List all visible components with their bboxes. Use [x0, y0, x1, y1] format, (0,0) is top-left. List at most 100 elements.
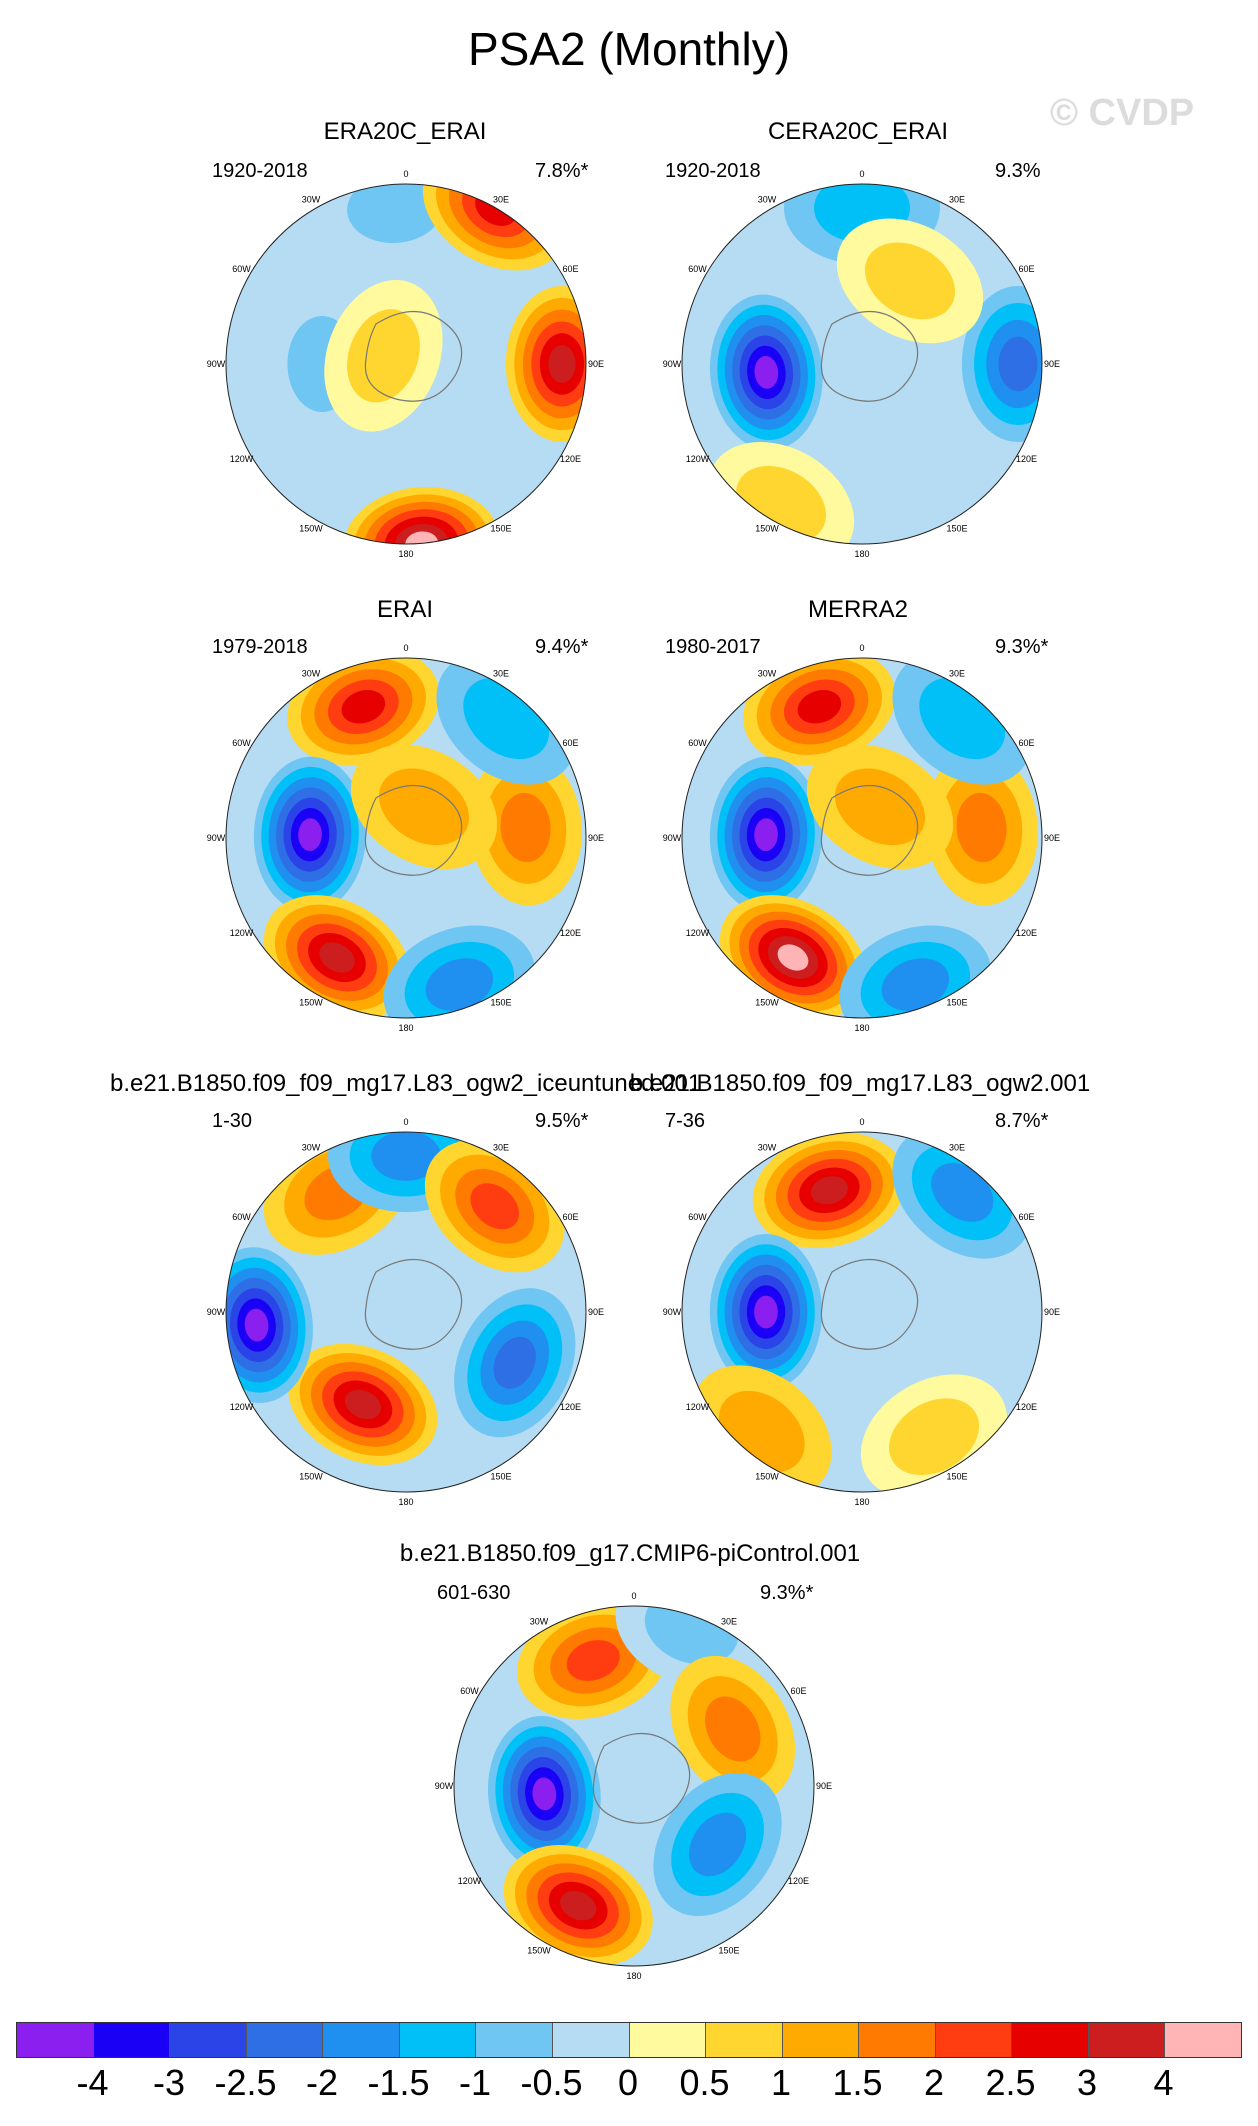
- antarctica-outline: [820, 311, 919, 402]
- polar-map-0: 0 30E 60E 90E 120E 150E 180 150W 120W 90W 60W 30W: [207, 168, 604, 560]
- panel-period-0: 1920-2018: [212, 160, 308, 182]
- anomaly-contour: [998, 336, 1038, 392]
- longitude-label: 60E: [563, 264, 579, 274]
- colorbar-swatch: [859, 2023, 936, 2057]
- anomaly-contour: [754, 1295, 778, 1329]
- longitude-label: 90E: [588, 1307, 604, 1317]
- colorbar-swatch: [1012, 2023, 1089, 2057]
- colorbar-swatch: [476, 2023, 553, 2057]
- anomaly-contour: [347, 184, 444, 244]
- antarctica-outline: [364, 1259, 463, 1350]
- longitude-label: 120W: [230, 1402, 254, 1412]
- longitude-label: 120W: [230, 928, 254, 938]
- longitude-label: 150W: [527, 1946, 551, 1956]
- longitude-label: 60E: [1019, 264, 1035, 274]
- colorbar-tick-label: 1.5: [832, 2062, 883, 2103]
- longitude-label: 150W: [755, 524, 779, 534]
- anomaly-contour: [777, 944, 809, 971]
- longitude-label: 90E: [1044, 1307, 1060, 1317]
- antarctica-outline: [364, 311, 463, 402]
- cvdp-watermark: © CVDP: [1050, 92, 1195, 134]
- polar-map-5: 0 30E 60E 90E 120E 150E 180 150W 120W 90W 60W 30W: [663, 1116, 1060, 1508]
- antarctica-outline: [364, 785, 463, 876]
- panel-period-6: 601-630: [437, 1582, 511, 1604]
- polar-map-2: 0 30E 60E 90E 120E 150E 180 150W 120W 90W 60W 30W: [207, 642, 604, 1034]
- longitude-label: 0: [403, 169, 408, 179]
- anomaly-contour: [532, 1777, 557, 1811]
- longitude-label: 90E: [1044, 833, 1060, 843]
- longitude-label: 150E: [946, 524, 967, 534]
- longitude-label: 150W: [755, 1472, 779, 1482]
- longitude-label: 180: [854, 1023, 869, 1033]
- longitude-label: 150W: [299, 1472, 323, 1482]
- colorbar-swatch: [782, 2023, 860, 2057]
- panel-period-3: 1980-2017: [665, 636, 761, 658]
- longitude-label: 60W: [232, 738, 251, 748]
- anomaly-contour: [344, 1389, 381, 1420]
- polar-map-6: 0 30E 60E 90E 120E 150E 180 150W 120W 90W 60W 30W: [435, 1590, 832, 1982]
- longitude-label: 120W: [686, 928, 710, 938]
- antarctica-outline: [592, 1733, 691, 1824]
- longitude-label: 0: [631, 1591, 636, 1601]
- longitude-label: 150E: [946, 1472, 967, 1482]
- longitude-label: 30W: [302, 668, 321, 678]
- colorbar-tick-label: -2: [305, 2062, 339, 2103]
- panel-variance-2: 9.4%*: [535, 636, 589, 658]
- longitude-label: 90E: [588, 833, 604, 843]
- anomaly-contour: [566, 1640, 620, 1681]
- longitude-label: 180: [398, 549, 413, 559]
- anomaly-contour: [244, 1308, 269, 1342]
- panel-title-6: b.e21.B1850.f09_g17.CMIP6-piControl.001: [399, 1540, 861, 1567]
- colorbar-tick-label: -2.5: [214, 2062, 277, 2103]
- anomaly-contour: [931, 1163, 994, 1222]
- anomaly-contour: [705, 1696, 761, 1762]
- colorbar: [16, 2022, 1242, 2058]
- anomaly-contour: [548, 345, 576, 383]
- longitude-label: 90W: [207, 359, 226, 369]
- figure-title: PSA2 (Monthly): [467, 23, 791, 75]
- longitude-label: 0: [859, 169, 864, 179]
- longitude-label: 150W: [755, 998, 779, 1008]
- longitude-label: 60E: [563, 738, 579, 748]
- anomaly-contour: [888, 1398, 980, 1476]
- colorbar-tick-label: 2.5: [985, 2062, 1036, 2103]
- longitude-label: 30W: [302, 1142, 321, 1152]
- anomaly-contour: [881, 958, 950, 1011]
- longitude-label: 30E: [493, 668, 509, 678]
- longitude-label: 60E: [1019, 1212, 1035, 1222]
- colorbar-tick-label: 0.5: [679, 2062, 730, 2103]
- panel-title-0: ERA20C_ERAI: [323, 118, 487, 145]
- longitude-label: 90W: [663, 1307, 682, 1317]
- longitude-label: 90W: [207, 833, 226, 843]
- longitude-label: 30W: [758, 668, 777, 678]
- anomaly-contour: [425, 958, 494, 1011]
- colorbar-tick-label: 0: [617, 2062, 639, 2103]
- anomaly-contour: [956, 792, 1007, 863]
- panel-title-5: b.e21.B1850.f09_f09_mg17.L83_ogw2.001: [629, 1070, 1091, 1097]
- colorbar-tick-label: -4: [76, 2062, 109, 2103]
- longitude-label: 150E: [490, 1472, 511, 1482]
- polar-map-4: 0 30E 60E 90E 120E 150E 180 150W 120W 90W 60W 30W: [207, 1116, 604, 1508]
- colorbar-tick-label: -3: [152, 2062, 186, 2103]
- longitude-label: 150W: [299, 998, 323, 1008]
- anomaly-contour: [298, 818, 322, 852]
- anomaly-contour: [810, 1176, 848, 1205]
- anomaly-contour: [864, 242, 956, 320]
- map-border: [225, 183, 587, 545]
- colorbar-tick-label: -1.5: [367, 2062, 430, 2103]
- longitude-label: 60E: [563, 1212, 579, 1222]
- colorbar-swatch: [1165, 2023, 1241, 2057]
- map-border: [681, 1131, 1043, 1493]
- longitude-label: 30W: [302, 194, 321, 204]
- colorbar-tick-label: 3: [1076, 2062, 1098, 2103]
- colorbar-swatch: [629, 2023, 707, 2057]
- longitude-label: 150E: [490, 998, 511, 1008]
- longitude-label: 90W: [663, 359, 682, 369]
- colorbar-swatch: [552, 2023, 630, 2057]
- panel-variance-0: 7.8%*: [535, 160, 589, 182]
- colorbar-swatch: [706, 2023, 783, 2057]
- anomaly-contour: [560, 1890, 597, 1921]
- longitude-label: 60E: [1019, 738, 1035, 748]
- longitude-label: 60E: [791, 1686, 807, 1696]
- longitude-label: 60W: [688, 738, 707, 748]
